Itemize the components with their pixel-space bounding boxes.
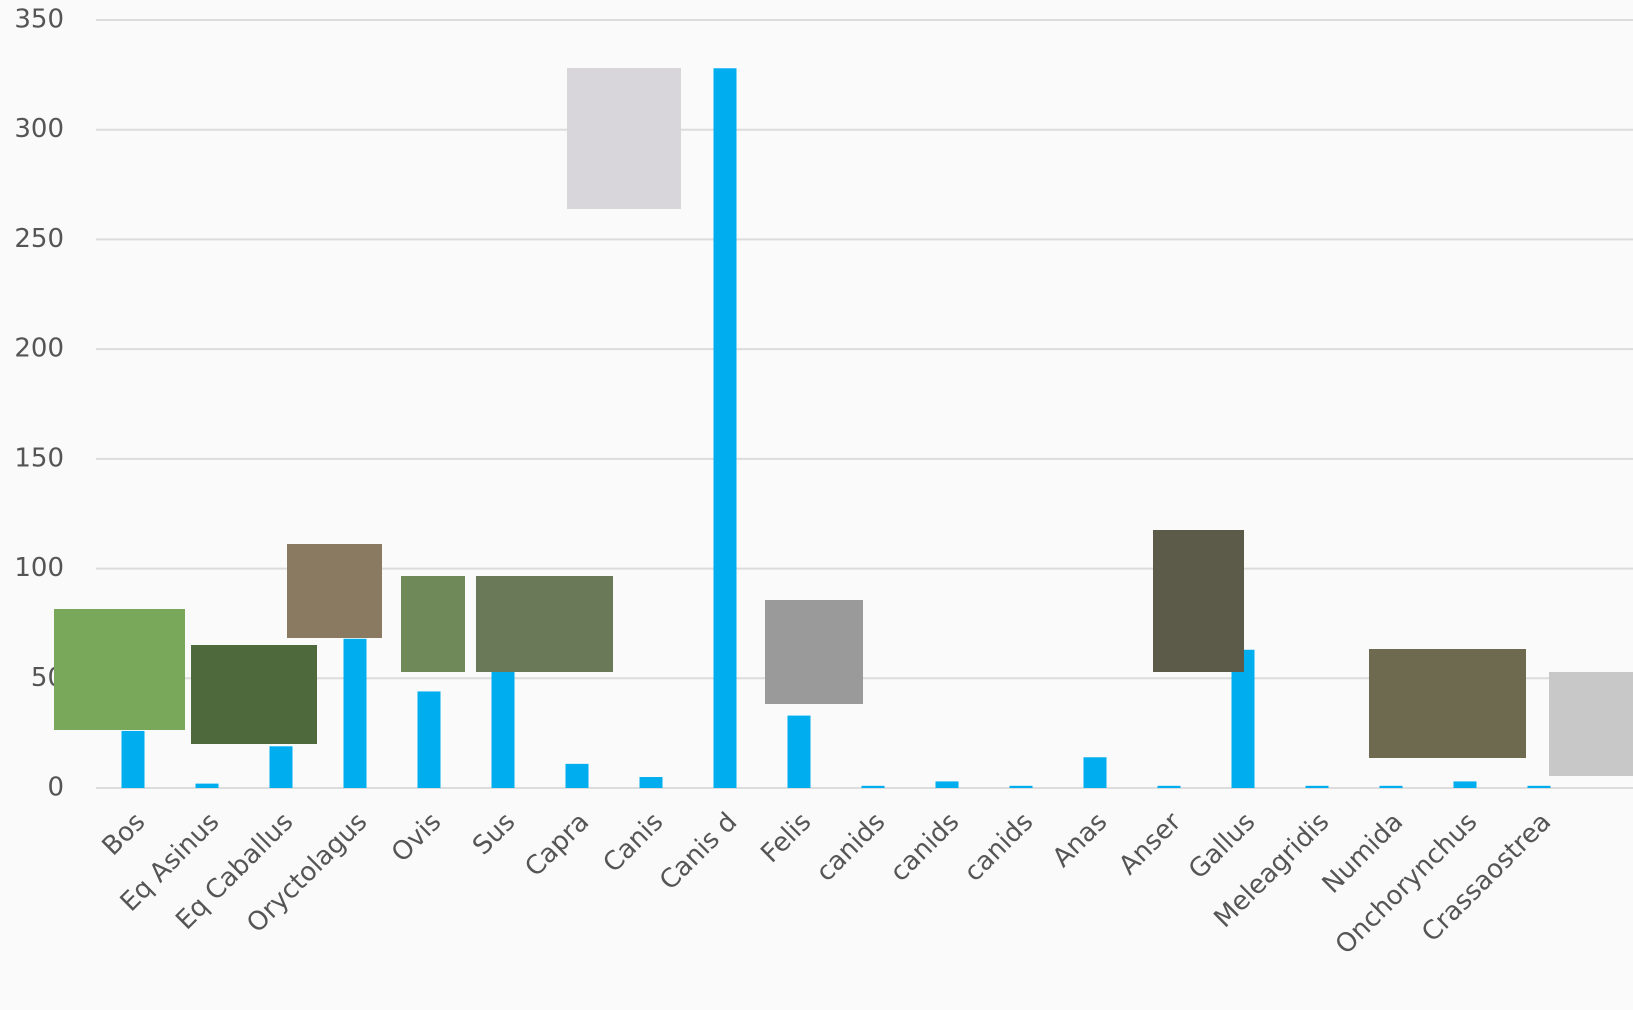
x-tick-label: Ovis: [386, 807, 447, 868]
bar: [1083, 757, 1107, 788]
bar: [417, 691, 441, 788]
y-tick-label: 350: [14, 5, 64, 35]
bar: [343, 638, 367, 788]
bar: [935, 781, 959, 788]
bar: [639, 777, 663, 788]
photo: [1369, 649, 1526, 758]
bar: [861, 785, 885, 788]
x-tick-label: Anser: [1113, 807, 1187, 881]
y-tick-label: 150: [14, 443, 64, 473]
photos: [54, 68, 1633, 776]
y-tick-label: 300: [14, 114, 64, 144]
y-tick-label: 250: [14, 224, 64, 254]
bar: [787, 715, 811, 788]
x-tick-label: Crassaostrea: [1416, 807, 1557, 948]
bar: [1379, 785, 1403, 788]
bar: [1453, 781, 1477, 788]
y-tick-label: 100: [14, 553, 64, 583]
photo: [287, 544, 382, 638]
x-tick-label: Canis: [598, 807, 670, 879]
x-tick-label: canids: [959, 807, 1040, 888]
bar: [1527, 785, 1551, 788]
bar: [565, 763, 589, 788]
photo: [54, 609, 185, 730]
bar: [269, 746, 293, 788]
bar: [1157, 785, 1181, 788]
bar: [121, 730, 145, 788]
photo: [765, 600, 863, 704]
x-tick-label: Bos: [97, 807, 152, 862]
photo: [191, 645, 317, 744]
bar: [1009, 785, 1033, 788]
y-tick-label: 0: [47, 773, 64, 803]
bar: [713, 68, 737, 788]
y-tick-label: 200: [14, 334, 64, 364]
photo: [1549, 672, 1633, 776]
photo: [567, 68, 681, 209]
photo: [401, 576, 465, 672]
x-tick-label: canids: [811, 807, 892, 888]
x-tick-label: Anas: [1047, 807, 1113, 873]
x-tick-label: canids: [885, 807, 966, 888]
photo: [1153, 530, 1244, 672]
x-tick-label: Capra: [519, 807, 595, 883]
x-tick-label: Sus: [467, 807, 521, 861]
bar: [1231, 649, 1255, 788]
x-tick-label: Felis: [755, 807, 817, 869]
bar: [1305, 785, 1329, 788]
x-tick-label: Canis d: [654, 807, 743, 896]
bar: [195, 783, 219, 788]
photo: [476, 576, 613, 672]
bar: [491, 671, 515, 788]
